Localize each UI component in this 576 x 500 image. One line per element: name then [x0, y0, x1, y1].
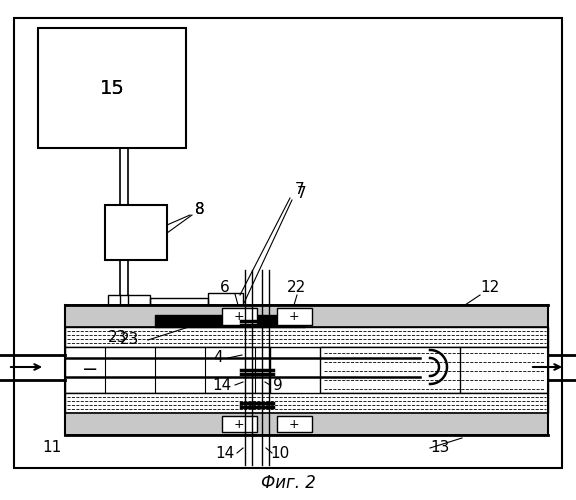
- Bar: [320, 347, 548, 393]
- Text: Фиг. 2: Фиг. 2: [260, 474, 316, 492]
- Bar: [65, 305, 548, 327]
- Bar: [150, 298, 208, 306]
- Text: 23: 23: [120, 332, 140, 347]
- Text: 13: 13: [430, 440, 450, 456]
- Bar: [65, 393, 548, 413]
- Bar: [150, 306, 208, 314]
- Text: 14: 14: [213, 378, 232, 392]
- Bar: [65, 327, 548, 347]
- Bar: [155, 315, 305, 327]
- Bar: [65, 347, 270, 393]
- Text: 15: 15: [100, 78, 124, 98]
- Text: +: +: [234, 418, 244, 430]
- Text: 23: 23: [108, 330, 128, 345]
- Text: 8: 8: [195, 202, 205, 218]
- Bar: [105, 205, 167, 260]
- Text: 6: 6: [220, 280, 230, 295]
- Text: 8: 8: [195, 202, 205, 218]
- Text: +: +: [234, 310, 244, 322]
- Text: 10: 10: [270, 446, 290, 460]
- Bar: [277, 308, 312, 325]
- Text: 4: 4: [213, 350, 223, 366]
- Bar: [38, 28, 186, 148]
- Text: 11: 11: [43, 440, 62, 456]
- Bar: [222, 308, 257, 325]
- Text: 15: 15: [100, 78, 124, 98]
- Text: 7: 7: [297, 186, 307, 200]
- Text: −: −: [82, 360, 98, 380]
- Bar: [65, 413, 548, 435]
- Bar: [277, 416, 312, 432]
- Text: 9: 9: [273, 378, 283, 392]
- Text: 22: 22: [287, 280, 306, 295]
- Bar: [108, 295, 150, 317]
- Bar: [208, 293, 243, 321]
- Bar: [222, 416, 257, 432]
- Text: +: +: [289, 418, 300, 430]
- Text: 12: 12: [480, 280, 499, 295]
- Text: +: +: [289, 310, 300, 322]
- Bar: [150, 314, 208, 322]
- Text: 14: 14: [215, 446, 234, 460]
- Text: 7: 7: [295, 182, 305, 198]
